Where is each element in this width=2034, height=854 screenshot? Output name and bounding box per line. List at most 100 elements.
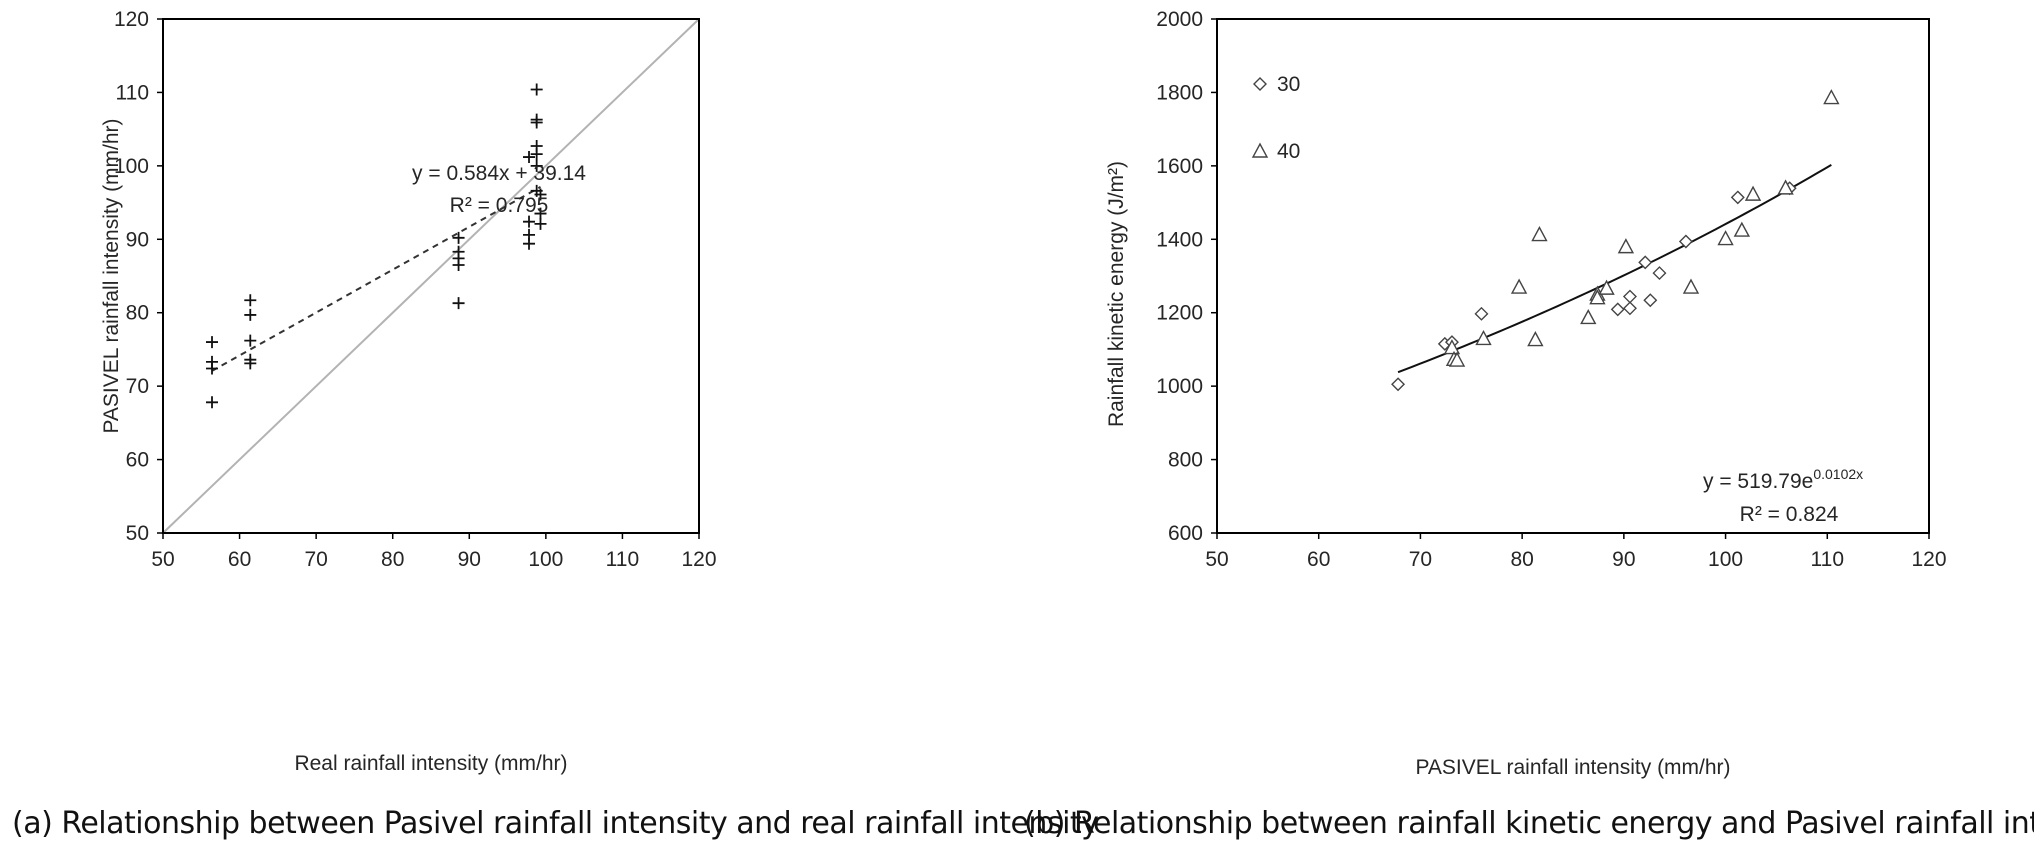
chart-a-points (206, 83, 547, 409)
chart-b-y-tick-label: 1200 (1156, 302, 1203, 325)
chart-a-point (244, 334, 257, 347)
chart-a-y-tick-label: 50 (126, 522, 149, 545)
chart-a-y-tick-label: 110 (116, 81, 149, 104)
chart-b-point-series-30 (1474, 306, 1489, 321)
chart-b-y-tick-label: 1400 (1156, 228, 1203, 251)
chart-b-point-series-30 (1391, 377, 1406, 392)
chart-b-point-series-30 (1730, 190, 1745, 205)
chart-b-y-tick-label: 2000 (1156, 8, 1203, 31)
chart-b: 50 60 70 80 90 100 110 120 600 800 1000 1200 1400 16… (1105, 8, 1947, 779)
chart-a-point (244, 357, 257, 370)
chart-a-x-tick-label: 80 (381, 548, 404, 571)
chart-a-x-tick-label: 60 (228, 548, 251, 571)
chart-b-plot-area (1216, 18, 1930, 534)
chart-b-x-tick-label: 120 (1911, 548, 1946, 571)
chart-a-point (530, 148, 543, 161)
chart-b-point-series-40 (1475, 329, 1492, 346)
chart-b-point-series-40 (1580, 309, 1597, 325)
chart-b-point-series-40 (1823, 89, 1840, 105)
chart-a-point (523, 237, 536, 250)
chart-a-y-tick-label: 90 (126, 228, 149, 251)
chart-a-x-axis-label: Real rainfall intensity (mm/hr) (294, 752, 567, 775)
chart-a-x-tick-label: 120 (681, 548, 716, 571)
chart-b-y-axis-label: Rainfall kinetic energy (J/m²) (1105, 161, 1128, 427)
chart-a-point (523, 151, 536, 164)
chart-b-legend: 30 40 (1251, 73, 1300, 163)
chart-b-equation-exponent: 0.0102x (1813, 466, 1863, 482)
chart-a-point (452, 258, 465, 271)
chart-b-point-series-30 (1622, 301, 1637, 316)
chart-b-point-series-30 (1622, 289, 1637, 304)
chart-a-r-squared: R² = 0.795 (450, 194, 549, 217)
chart-b-trend-equation: y = 519.79e0.0102x (1703, 466, 1863, 493)
chart-b-point-series-40 (1598, 279, 1615, 295)
chart-a-x-tick-label: 70 (304, 548, 327, 571)
chart-a-trendline (211, 186, 541, 372)
chart-b-y-tick-label: 1800 (1156, 81, 1203, 104)
chart-b-y-tick-label: 1000 (1156, 375, 1203, 398)
chart-a-y-axis-label: PASIVEL rainfall intensity (mm/hr) (100, 118, 123, 433)
chart-b-point-series-30 (1638, 255, 1653, 270)
chart-b-point-series-40 (1448, 351, 1466, 367)
chart-a-point (244, 294, 257, 307)
chart-b-point-series-30 (1643, 293, 1658, 308)
chart-b-point-series-40 (1589, 289, 1606, 305)
chart-b-point-series-40 (1531, 226, 1548, 242)
chart-a-y-tick-label: 60 (126, 449, 149, 472)
chart-a-y-tick-label: 100 (114, 155, 149, 178)
chart-b-y-axis: 600 800 1000 1200 1400 1600 1800 2000 (1156, 8, 1217, 545)
chart-b-trendline (1397, 163, 1832, 374)
chart-b-point-series-40 (1682, 278, 1700, 294)
chart-b-point-series-30 (1678, 234, 1693, 249)
chart-a-x-tick-label: 110 (606, 548, 639, 571)
chart-b-legend-label: 30 (1277, 73, 1300, 96)
chart-b-x-tick-label: 80 (1510, 548, 1533, 571)
chart-a-y-axis: 50 60 70 80 90 100 110 120 (114, 8, 163, 545)
chart-b-point-series-40 (1443, 339, 1461, 355)
chart-a-point (523, 215, 536, 228)
chart-a-point (530, 116, 543, 129)
chart-b-x-tick-label: 90 (1612, 548, 1635, 571)
caption-a: (a) Relationship between Pasivel rainfal… (12, 806, 1099, 841)
chart-a-one-to-one-line (162, 18, 700, 534)
chart-b-y-tick-label: 800 (1168, 449, 1203, 472)
chart-b-x-tick-label: 110 (1811, 548, 1844, 571)
chart-b-point-series-40 (1617, 238, 1635, 254)
chart-a-point (534, 207, 547, 220)
chart-b-point-series-30 (1610, 302, 1625, 317)
chart-b-r-squared: R² = 0.824 (1740, 503, 1839, 526)
chart-a: 50 60 70 80 90 100 110 120 5060708090100110120 … (100, 8, 717, 775)
chart-b-equation-base: y = 519.79e (1703, 470, 1813, 493)
chart-b-points (1391, 89, 1840, 392)
chart-a-x-axis: 50 60 70 80 90 100 110 120 (151, 533, 717, 571)
chart-a-point (534, 188, 547, 201)
chart-a-point (530, 159, 543, 172)
chart-a-y-tick-label: 80 (126, 302, 149, 325)
chart-b-point-series-40 (1527, 331, 1544, 347)
chart-a-point (534, 217, 547, 230)
chart-a-x-tick-label: 50 (151, 548, 174, 571)
chart-a-x-tick-label: 90 (458, 548, 481, 571)
chart-b-x-axis: 50 60 70 80 90 100 110 120 (1205, 533, 1947, 571)
chart-a-trend-equation: y = 0.584x + 39.14 (412, 162, 586, 185)
chart-b-legend-label: 40 (1277, 140, 1300, 163)
chart-a-point (452, 297, 465, 310)
chart-b-legend-marker-diamond (1253, 77, 1267, 91)
chart-b-point-series-40 (1777, 179, 1794, 195)
chart-a-point (206, 362, 219, 375)
chart-a-point (206, 336, 219, 349)
chart-b-y-tick-label: 600 (1168, 522, 1203, 545)
chart-b-point-series-40 (1717, 230, 1734, 246)
caption-b: (b) Relationship between rainfall kineti… (1024, 806, 2034, 841)
chart-a-point (452, 231, 465, 244)
chart-a-y-tick-label: 120 (114, 8, 149, 31)
chart-b-x-tick-label: 50 (1205, 548, 1228, 571)
chart-a-point (244, 308, 257, 321)
chart-b-point-series-40 (1733, 221, 1751, 237)
chart-a-x-tick-label: 100 (528, 548, 563, 571)
chart-b-x-tick-label: 60 (1307, 548, 1330, 571)
chart-b-x-tick-label: 70 (1409, 548, 1432, 571)
chart-b-legend-marker-triangle (1251, 142, 1269, 158)
